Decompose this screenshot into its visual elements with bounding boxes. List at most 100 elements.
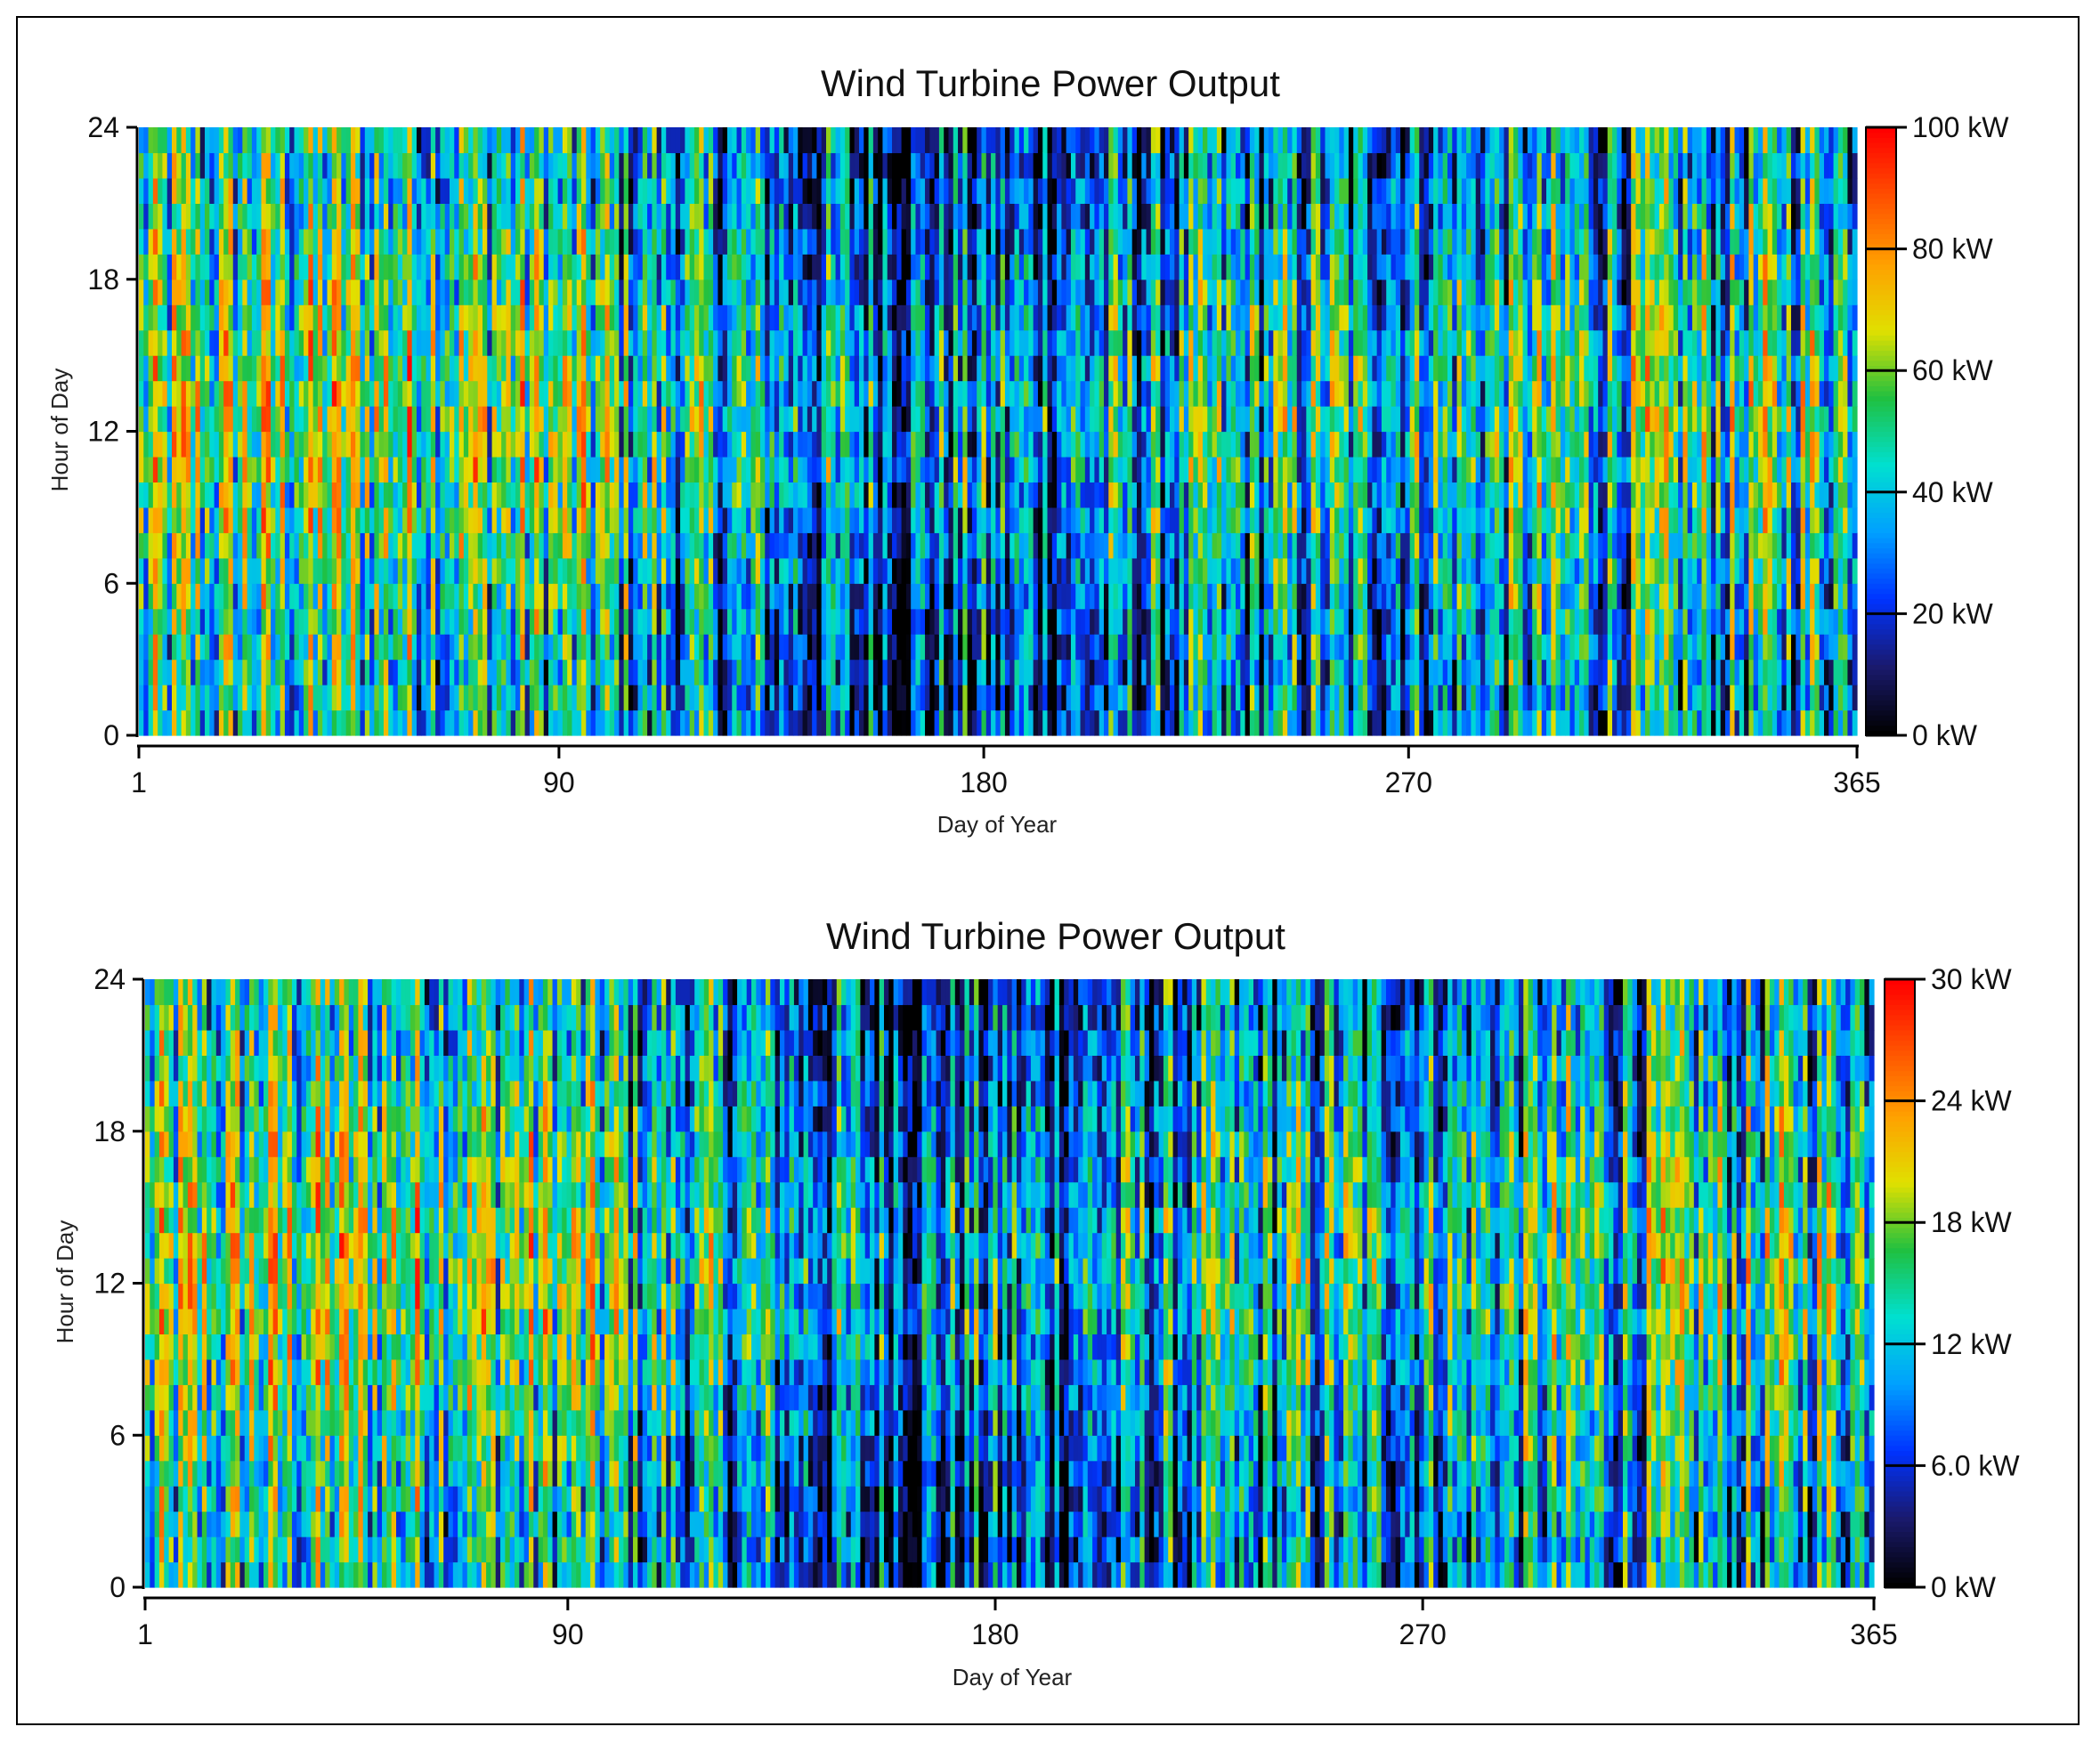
heat-cell bbox=[864, 456, 870, 483]
heat-cell bbox=[732, 406, 738, 433]
heat-cell bbox=[839, 380, 846, 407]
heat-cell bbox=[938, 583, 945, 610]
heat-cell bbox=[759, 685, 766, 711]
heat-cell bbox=[487, 406, 493, 433]
heat-cell bbox=[181, 456, 187, 483]
heat-cell bbox=[378, 431, 385, 458]
heat-cell bbox=[374, 532, 380, 559]
heat-cell bbox=[934, 177, 940, 204]
heat-cell bbox=[397, 152, 403, 179]
heat-cell bbox=[1070, 254, 1076, 280]
heat-cell bbox=[816, 355, 823, 382]
heat-cell bbox=[539, 203, 545, 230]
heat-cell bbox=[534, 557, 540, 584]
heat-cell bbox=[831, 380, 837, 407]
heat-cell bbox=[892, 152, 897, 179]
heat-cell bbox=[1061, 685, 1067, 711]
heat-cell bbox=[699, 456, 705, 483]
heat-cell bbox=[783, 380, 790, 407]
heat-cell bbox=[491, 431, 498, 458]
heat-cell bbox=[849, 456, 855, 483]
heat-cell bbox=[256, 152, 263, 179]
heat-cell bbox=[397, 279, 403, 305]
heat-cell bbox=[1061, 329, 1067, 356]
heat-cell bbox=[779, 482, 785, 508]
heat-cell bbox=[411, 456, 418, 483]
heat-cell bbox=[289, 431, 296, 458]
heat-cell bbox=[849, 254, 855, 280]
heat-cell bbox=[430, 557, 436, 584]
heat-cell bbox=[887, 380, 893, 407]
heat-cell bbox=[821, 329, 827, 356]
heat-cell bbox=[1113, 279, 1119, 305]
heat-cell bbox=[251, 456, 257, 483]
heat-cell bbox=[477, 177, 483, 204]
heat-cell bbox=[675, 659, 681, 685]
heat-cell bbox=[586, 456, 592, 483]
heat-cell bbox=[567, 127, 573, 154]
heat-cell bbox=[977, 406, 983, 433]
heat-cell bbox=[920, 254, 926, 280]
heat-cell bbox=[652, 431, 658, 458]
heat-cell bbox=[792, 254, 799, 280]
heat-cell bbox=[1009, 279, 1016, 305]
heat-cell bbox=[783, 127, 790, 154]
heat-cell bbox=[864, 431, 870, 458]
heat-cell bbox=[199, 557, 206, 584]
heat-cell bbox=[185, 355, 191, 382]
heat-cell bbox=[1113, 482, 1119, 508]
heat-cell bbox=[261, 557, 267, 584]
heat-cell bbox=[520, 532, 526, 559]
heat-cell bbox=[199, 127, 206, 154]
heat-cell bbox=[892, 482, 897, 508]
heat-cell bbox=[345, 329, 352, 356]
heat-cell bbox=[647, 177, 653, 204]
heat-cell bbox=[1037, 380, 1043, 407]
heat-cell bbox=[633, 532, 639, 559]
heat-cell bbox=[759, 152, 766, 179]
heat-cell bbox=[557, 355, 564, 382]
heat-cell bbox=[882, 557, 888, 584]
heat-cell bbox=[360, 685, 366, 711]
heat-cell bbox=[953, 634, 959, 661]
heat-cell bbox=[750, 608, 757, 635]
heat-cell bbox=[656, 634, 662, 661]
heat-cell bbox=[294, 608, 300, 635]
heat-cell bbox=[614, 380, 620, 407]
heat-cell bbox=[816, 557, 823, 584]
heat-cell bbox=[172, 709, 177, 736]
heat-cell bbox=[185, 329, 191, 356]
heat-cell bbox=[1061, 279, 1067, 305]
heat-cell bbox=[1024, 152, 1029, 179]
heat-cell bbox=[256, 203, 263, 230]
heat-cell bbox=[652, 152, 658, 179]
heat-cell bbox=[925, 659, 930, 685]
heat-cell bbox=[294, 406, 300, 433]
heat-cell bbox=[172, 557, 177, 584]
heat-cell bbox=[746, 304, 751, 331]
heat-cell bbox=[1090, 127, 1095, 154]
heat-cell bbox=[355, 152, 361, 179]
heat-cell bbox=[911, 279, 917, 305]
heat-cell bbox=[491, 507, 498, 533]
heat-cell bbox=[477, 685, 483, 711]
heat-cell bbox=[633, 355, 639, 382]
heat-cell bbox=[948, 329, 954, 356]
heat-cell bbox=[232, 355, 239, 382]
heat-cell bbox=[435, 685, 442, 711]
heat-cell bbox=[242, 507, 248, 533]
heat-cell bbox=[374, 203, 380, 230]
heat-cell bbox=[788, 203, 794, 230]
heat-cell bbox=[769, 406, 775, 433]
heat-cell bbox=[148, 406, 154, 433]
heat-cell bbox=[501, 634, 507, 661]
heat-cell bbox=[185, 507, 191, 533]
heat-cell bbox=[148, 659, 154, 685]
heat-cell bbox=[209, 254, 215, 280]
heat-cell bbox=[816, 127, 823, 154]
heat-cell bbox=[477, 709, 483, 736]
heat-cell bbox=[280, 127, 286, 154]
heat-cell bbox=[304, 228, 309, 255]
heat-cell bbox=[369, 507, 375, 533]
heat-cell bbox=[958, 127, 963, 154]
